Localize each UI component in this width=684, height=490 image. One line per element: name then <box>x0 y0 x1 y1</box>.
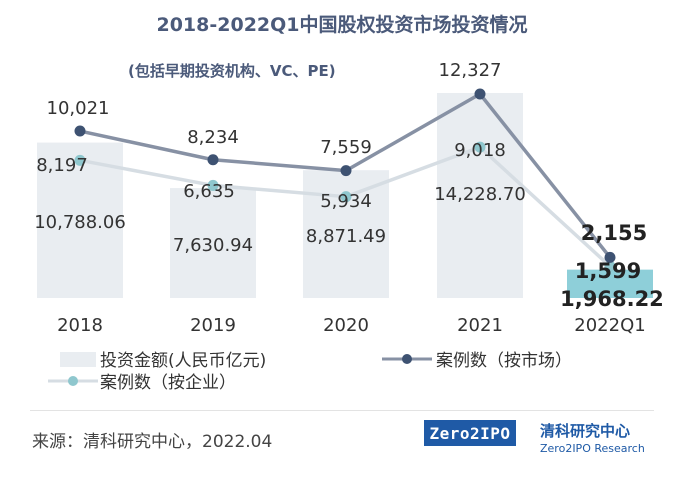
enterprise-label-2021: 9,018 <box>454 140 506 161</box>
x-tick-2021: 2021 <box>457 315 503 336</box>
chart-title: 2018-2022Q1中国股权投资市场投资情况 <box>156 14 528 36</box>
market-cases-point-2021 <box>474 88 486 100</box>
market-label-2021: 12,327 <box>439 60 502 81</box>
enterprise-cases-point-2021 <box>474 141 486 153</box>
market-cases-point-2022Q1 <box>604 251 616 263</box>
legend-marker-enterprise <box>68 376 78 386</box>
enterprise-label-2022Q1: 1,599 <box>575 259 641 283</box>
enterprise-cases-point-2019 <box>207 179 219 191</box>
bar-label-2020: 8,871.49 <box>306 226 386 247</box>
brand-name-en: Zero2IPO Research <box>540 442 645 455</box>
enterprise-label-2020: 5,934 <box>320 191 372 212</box>
market-label-2022Q1: 2,155 <box>581 221 647 245</box>
bar-label-2019: 7,630.94 <box>173 235 253 256</box>
market-label-2018: 10,021 <box>47 98 110 119</box>
x-tick-2018: 2018 <box>57 315 103 336</box>
market-cases-point-2018 <box>74 125 86 137</box>
market-cases-point-2020 <box>340 165 352 177</box>
bar-label-2018: 10,788.06 <box>34 212 126 233</box>
bar-2022Q1 <box>567 269 653 298</box>
legend-swatch-amount <box>60 352 96 367</box>
x-tick-2019: 2019 <box>190 315 236 336</box>
market-cases-point-2019 <box>207 154 219 166</box>
bar-label-2022Q1: 1,968.22 <box>560 287 664 311</box>
enterprise-cases-point-2018 <box>74 154 86 166</box>
source-note: 来源：清科研究中心，2022.04 <box>32 432 273 452</box>
market-label-2020: 7,559 <box>320 137 372 158</box>
bar-2019 <box>170 188 256 298</box>
enterprise-cases-point-2020 <box>340 191 352 203</box>
zero2ipo-logo: Zero2IPO <box>424 420 516 446</box>
brand-name-cn: 清科研究中心 <box>540 422 631 440</box>
x-tick-2020: 2020 <box>323 315 369 336</box>
footer-divider <box>30 410 654 411</box>
market-label-2019: 8,234 <box>187 127 239 148</box>
legend-label-amount: 投资金额(人民币亿元) <box>100 351 266 371</box>
legend-label-enterprise: 案例数（按企业） <box>100 373 236 393</box>
bar-2018 <box>37 142 123 298</box>
legend-marker-market <box>402 354 412 364</box>
enterprise-label-2019: 6,635 <box>183 181 235 202</box>
legend-label-market: 案例数（按市场） <box>436 351 572 371</box>
bar-2021 <box>437 93 523 298</box>
chart-subtitle: (包括早期投资机构、VC、PE) <box>128 62 336 80</box>
x-tick-2022Q1: 2022Q1 <box>574 315 645 336</box>
enterprise-cases-point-2022Q1 <box>604 260 616 272</box>
bar-label-2021: 14,228.70 <box>434 184 526 205</box>
enterprise-label-2018: 8,197 <box>36 155 88 176</box>
